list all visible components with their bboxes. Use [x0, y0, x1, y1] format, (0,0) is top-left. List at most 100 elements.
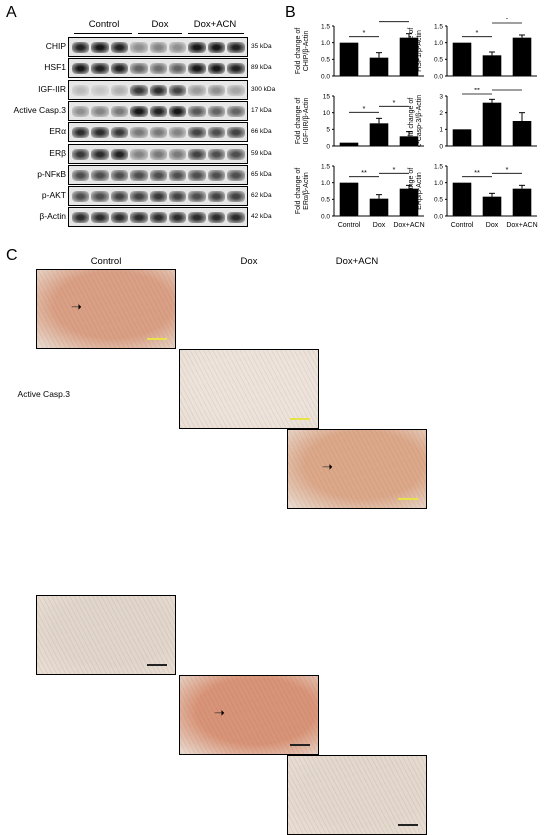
x-tick-label: Dox+ACN — [506, 222, 537, 229]
y-tick-label: 1.5 — [434, 163, 443, 170]
blot-band — [130, 42, 148, 53]
bar — [512, 37, 532, 76]
blot-band — [130, 63, 148, 75]
significance-label: * — [393, 165, 396, 174]
blot-band — [188, 63, 206, 75]
group-line-dox-acn — [188, 33, 244, 34]
blot-band — [130, 169, 148, 181]
blot-label: CHIP — [45, 41, 66, 51]
blot-kda-label: 17 kDa — [251, 106, 272, 114]
blot-band — [227, 105, 245, 117]
y-axis-label: Fold change of — [408, 28, 415, 74]
blot-band — [188, 105, 206, 117]
y-axis-label: Fold change of — [295, 98, 302, 144]
blot-band — [207, 63, 226, 75]
blot-strip — [68, 122, 248, 143]
blot-band — [227, 212, 245, 224]
y-tick-label: 1.5 — [321, 23, 330, 30]
x-tick-label: Control — [338, 222, 361, 229]
blot-band — [188, 42, 206, 53]
bar-chart: Fold change ofCHIP/β-Actin0.00.51.01.5**… — [295, 18, 424, 80]
panel-letter-a: A — [6, 4, 17, 21]
blot-band — [207, 84, 226, 96]
micrograph-column-label: Control — [90, 256, 122, 267]
blot-band — [110, 84, 129, 96]
blot-band — [91, 127, 109, 139]
blot-band — [130, 148, 148, 160]
blot-band — [91, 212, 109, 224]
blot-band — [110, 191, 129, 203]
blot-label: p-AKT — [41, 190, 66, 201]
bar — [369, 57, 389, 76]
micrograph-column-label: Dox+ACN — [335, 256, 379, 267]
tissue-texture — [37, 596, 175, 674]
group-line-control — [74, 33, 132, 34]
blot-strip — [68, 37, 248, 57]
y-tick-label: 1.0 — [321, 180, 330, 187]
micrograph-image: ➝ — [287, 429, 427, 509]
blot-band — [227, 148, 245, 160]
blot-strip — [68, 186, 248, 207]
blot-strip — [68, 207, 248, 228]
blot-band — [149, 169, 167, 181]
blot-band — [188, 84, 206, 96]
significance-label: ** — [391, 18, 397, 22]
y-tick-label: 0.0 — [434, 213, 443, 220]
blot-band — [207, 42, 226, 53]
blot-band — [130, 105, 148, 117]
y-tick-label: 10 — [323, 110, 331, 117]
blot-band — [91, 105, 109, 117]
bar — [452, 182, 472, 216]
tissue-texture — [37, 270, 175, 348]
y-tick-label: 0.5 — [434, 197, 443, 204]
y-tick-label: 0.0 — [321, 73, 330, 80]
bar — [399, 136, 419, 146]
blot-strip — [68, 58, 248, 79]
y-tick-label: 0.0 — [321, 213, 330, 220]
blot-label: ERβ — [49, 147, 66, 158]
blot-band — [188, 127, 206, 139]
blot-band — [110, 105, 129, 117]
significance-label: ** — [474, 88, 480, 95]
blot-kda-label: 66 kDa — [251, 128, 272, 136]
micrograph-column-label: Dox — [240, 256, 258, 267]
blot-band — [169, 84, 187, 96]
y-tick-label: 0 — [439, 143, 443, 150]
y-tick-label: 1.0 — [434, 180, 443, 187]
blot-band — [110, 127, 129, 139]
blot-label: HSF1 — [44, 62, 66, 73]
blot-band — [72, 127, 90, 139]
bar — [482, 102, 502, 146]
micrograph-image — [287, 755, 427, 835]
blot-band — [207, 169, 226, 181]
blot-band — [110, 63, 129, 75]
x-tick-label: Dox — [486, 222, 499, 229]
x-tick-label: Control — [451, 222, 474, 229]
scale-bar — [147, 664, 167, 666]
blot-band — [72, 212, 90, 224]
blot-band — [72, 63, 90, 75]
y-tick-label: 0.0 — [434, 73, 443, 80]
y-axis-label: Fold change of — [295, 28, 302, 74]
blot-band — [169, 191, 187, 203]
blot-band — [149, 148, 167, 160]
significance-label: * — [506, 165, 509, 174]
y-axis-label: ERβ/β-Actin — [416, 172, 423, 210]
micrograph-image — [36, 595, 176, 675]
bar — [452, 42, 472, 76]
blot-band — [207, 148, 226, 160]
bar — [339, 142, 359, 146]
arrow-icon: ➝ — [71, 299, 82, 314]
x-tick-label: Dox+ACN — [393, 222, 424, 229]
blot-band — [188, 212, 206, 224]
blot-band — [110, 169, 129, 181]
blot-kda-label: 65 kDa — [251, 170, 272, 178]
blot-band — [227, 42, 245, 53]
bar — [512, 121, 532, 146]
bar — [339, 42, 359, 76]
blot-band — [91, 148, 109, 160]
blot-band — [207, 105, 226, 117]
bar — [452, 129, 472, 146]
bar — [482, 55, 502, 76]
blot-band — [72, 148, 90, 160]
